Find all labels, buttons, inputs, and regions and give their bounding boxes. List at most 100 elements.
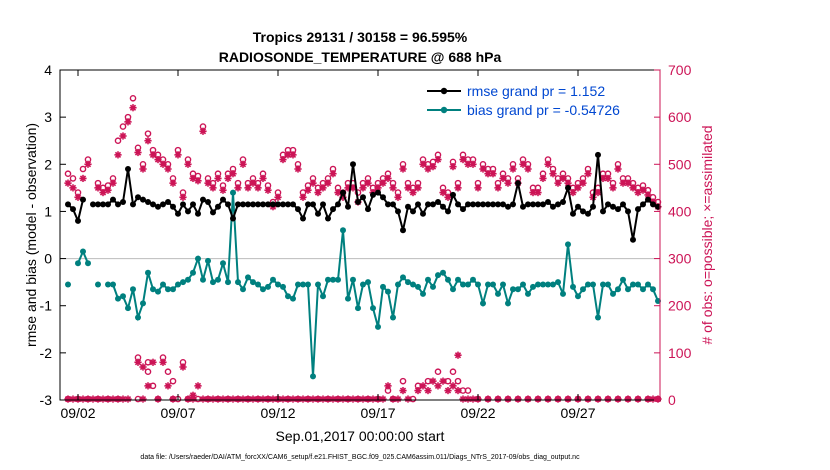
- obs-assimilated-marker: [504, 395, 512, 403]
- obs-assimilated-marker: [94, 184, 102, 192]
- rmse-series-point: [555, 201, 561, 208]
- obs-assimilated-marker: [104, 186, 112, 194]
- bias-series-point: [95, 281, 101, 288]
- rmse-series-point: [380, 194, 386, 201]
- rmse-series-point: [515, 180, 521, 187]
- bias-series-point: [210, 279, 216, 286]
- rmse-series-point: [350, 161, 356, 168]
- bias-series-point: [310, 373, 316, 380]
- bias-series-point: [165, 286, 171, 293]
- rmse-series-point: [530, 201, 536, 208]
- bias-series-point: [570, 283, 576, 290]
- bias-series-point: [255, 281, 261, 288]
- y-right-tick-label: 700: [668, 62, 692, 78]
- bias-series-point: [245, 274, 251, 281]
- obs-assimilated-marker: [449, 382, 457, 390]
- obs-assimilated-marker: [574, 184, 582, 192]
- bias-series-point: [535, 281, 541, 288]
- chart-title-line1: Tropics 29131 / 30158 = 96.595%: [253, 29, 468, 45]
- rmse-series-point: [225, 201, 231, 208]
- obs-assimilated-marker: [254, 395, 262, 403]
- bias-series-point: [105, 281, 111, 288]
- bias-series-point: [335, 276, 341, 283]
- obs-assimilated-marker: [359, 184, 367, 192]
- rmse-series-point: [600, 208, 606, 215]
- obs-assimilated-marker: [74, 193, 82, 201]
- rmse-series-point: [130, 201, 136, 208]
- rmse-series-point: [125, 166, 131, 172]
- obs-assimilated-marker: [324, 395, 332, 403]
- rmse-series-point: [70, 206, 76, 213]
- obs-assimilated-marker: [224, 174, 232, 183]
- obs-assimilated-marker: [429, 377, 437, 385]
- obs-assimilated-marker: [134, 148, 142, 157]
- y-left-tick-label: 3: [44, 109, 52, 125]
- bias-series-point: [395, 281, 401, 288]
- obs-assimilated-marker: [419, 382, 427, 390]
- obs-assimilated-marker: [649, 395, 657, 403]
- bias-series-point: [400, 274, 406, 281]
- rmse-series-point: [435, 199, 441, 205]
- obs-possible-marker: [454, 377, 462, 385]
- rmse-series-point: [295, 206, 301, 213]
- y-left-tick-label: 1: [44, 203, 52, 219]
- rmse-series-point: [635, 206, 641, 213]
- rmse-series-point: [100, 201, 106, 208]
- bias-series-point: [205, 257, 211, 264]
- bias-series-point: [595, 314, 601, 321]
- rmse-series-point: [255, 201, 261, 208]
- rmse-series-point: [135, 194, 141, 201]
- rmse-series-point: [580, 208, 586, 215]
- obs-assimilated-marker: [299, 193, 307, 201]
- bias-series-point: [215, 276, 221, 283]
- obs-assimilated-marker: [169, 395, 177, 403]
- obs-assimilated-marker: [384, 382, 392, 390]
- bias-series-point: [200, 276, 206, 283]
- bias-series-point: [615, 286, 621, 293]
- obs-assimilated-marker: [519, 160, 527, 168]
- obs-assimilated-marker: [554, 179, 562, 187]
- bias-series-point: [630, 281, 636, 288]
- obs-assimilated-marker: [604, 395, 612, 403]
- obs-possible-marker: [399, 377, 407, 385]
- rmse-series-point: [115, 201, 121, 208]
- obs-possible-marker: [459, 387, 467, 394]
- rmse-series-point: [345, 203, 351, 210]
- obs-possible-marker: [64, 170, 72, 178]
- obs-assimilated-marker: [124, 395, 132, 403]
- obs-assimilated-marker: [439, 377, 447, 385]
- rmse-series-point: [540, 201, 546, 208]
- bias-series-point: [470, 276, 476, 283]
- obs-assimilated-marker: [584, 395, 592, 403]
- rmse-series-point: [235, 201, 241, 208]
- obs-assimilated-marker: [349, 395, 357, 403]
- rmse-series-point: [475, 201, 481, 208]
- rmse-series-point: [565, 184, 571, 191]
- obs-assimilated-marker: [84, 395, 92, 403]
- y-left-tick-label: -3: [40, 392, 53, 408]
- obs-possible-marker: [179, 358, 187, 366]
- obs-possible-marker: [119, 123, 127, 130]
- obs-assimilated-marker: [159, 358, 167, 366]
- x-tick-label: 09/17: [360, 405, 395, 421]
- bias-series-point: [350, 276, 356, 283]
- bias-series-point: [235, 279, 241, 286]
- rmse-series-point: [355, 199, 361, 205]
- bias-series-point: [340, 227, 346, 234]
- bias-series-point: [610, 290, 616, 297]
- obs-assimilated-marker: [274, 193, 282, 201]
- bias-series-point: [480, 300, 486, 307]
- obs-possible-marker: [144, 368, 152, 376]
- obs-assimilated-marker: [609, 184, 617, 192]
- rmse-series-point: [120, 199, 126, 205]
- rmse-series-point: [265, 201, 271, 208]
- bias-series-point: [490, 281, 496, 288]
- rmse-series-point: [150, 201, 156, 208]
- obs-assimilated-marker: [229, 395, 237, 403]
- rmse-series-point: [415, 201, 421, 208]
- y-axis-left-label: rmse and bias (model - observation): [23, 123, 39, 347]
- obs-assimilated-marker: [194, 382, 202, 390]
- bias-series-point: [475, 281, 481, 288]
- obs-assimilated-marker: [144, 382, 152, 390]
- obs-assimilated-marker: [289, 151, 297, 159]
